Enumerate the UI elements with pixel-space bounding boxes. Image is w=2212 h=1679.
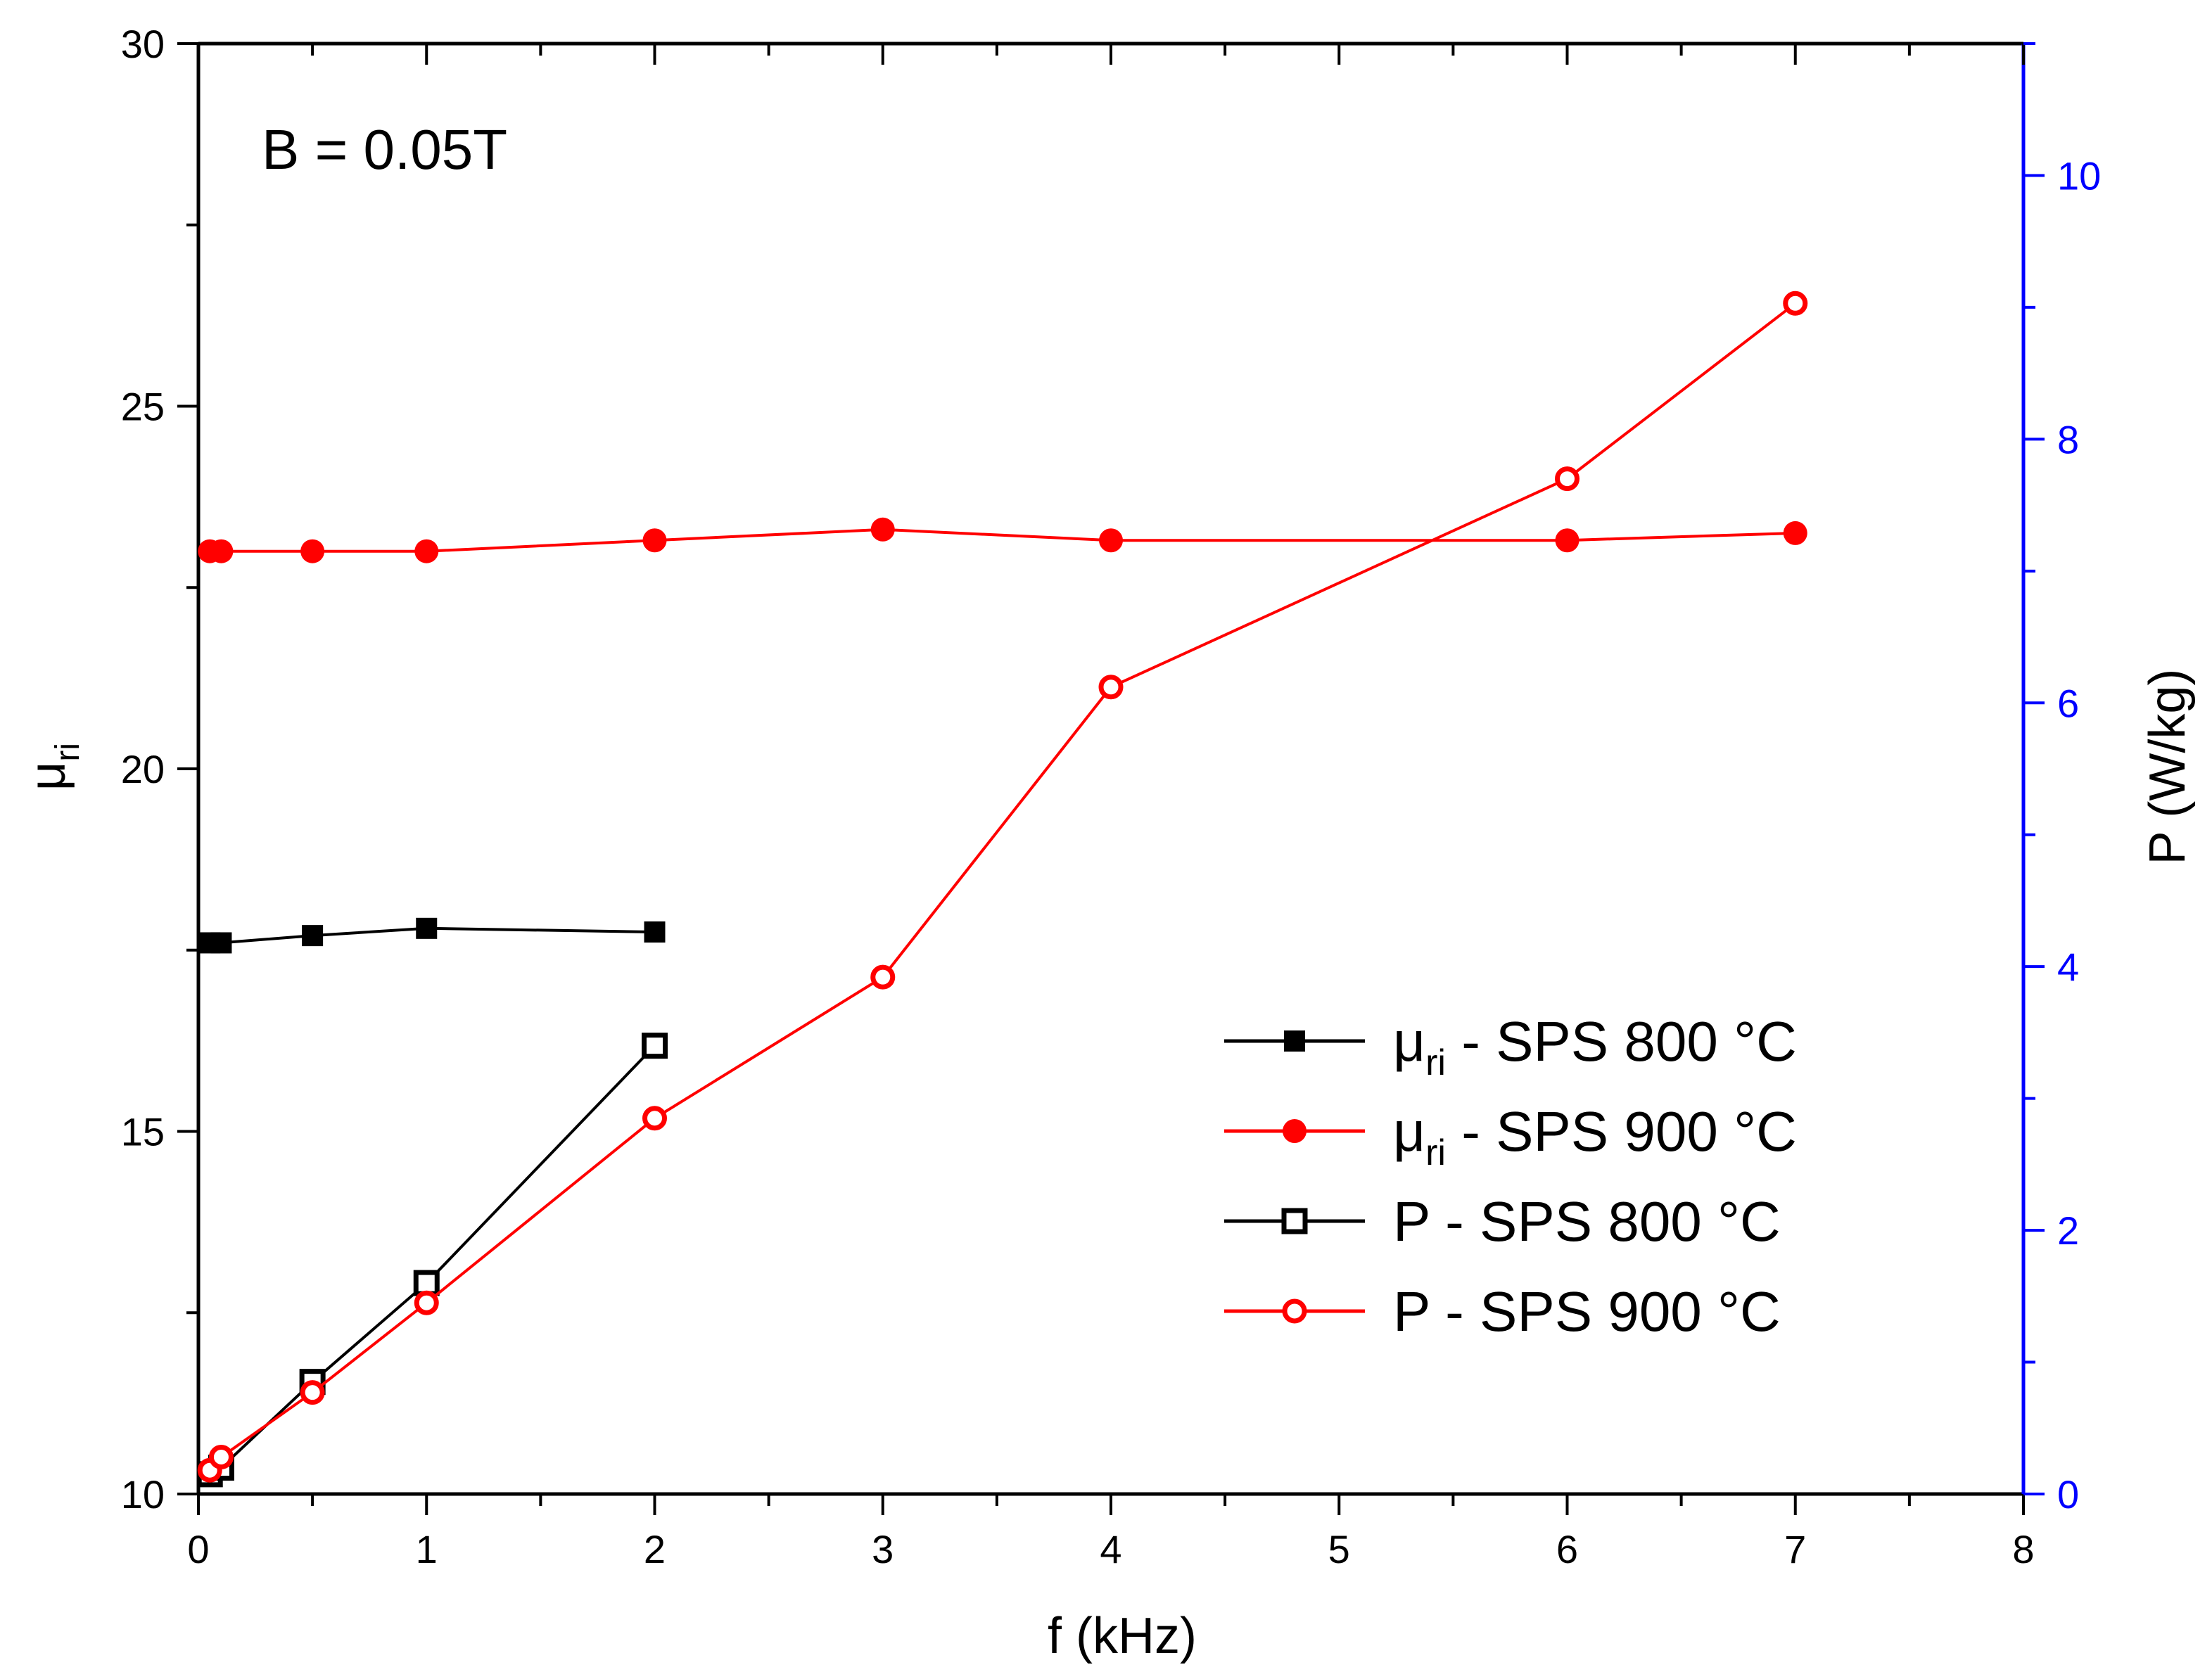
x-tick-label: 7: [1784, 1527, 1806, 1571]
legend-label-suffix: - SPS 900 °C: [1446, 1100, 1797, 1163]
legend-label: μri - SPS 900 °C: [1393, 1100, 1797, 1173]
data-point: [644, 921, 666, 943]
x-tick-label: 1: [416, 1527, 438, 1571]
y-left-tick-label: 15: [121, 1110, 165, 1154]
legend-label-prefix: P: [1393, 1280, 1430, 1343]
legend-marker: [1281, 1208, 1308, 1234]
data-point: [209, 539, 234, 563]
data-point: [300, 539, 325, 563]
series-line: [209, 1045, 656, 1476]
data-point: [1555, 528, 1579, 553]
legend-label: P - SPS 900 °C: [1393, 1280, 1781, 1343]
field-annotation: B = 0.05T: [262, 118, 507, 181]
x-tick-label: 3: [872, 1527, 894, 1571]
y-left-tick-label: 30: [121, 22, 165, 66]
legend-marker: [1282, 1298, 1307, 1324]
legend-marker: [1283, 1119, 1307, 1143]
y-right-tick-label: 0: [2057, 1472, 2079, 1517]
data-point: [642, 1033, 668, 1059]
data-point: [414, 1290, 439, 1315]
data-point: [210, 932, 232, 954]
series-0: [199, 917, 666, 954]
legend-label-prefix: μ: [1393, 1100, 1425, 1163]
y-left-tick-label: 20: [121, 747, 165, 791]
x-tick-label: 4: [1100, 1527, 1121, 1571]
y-right-tick-label: 10: [2057, 153, 2101, 198]
y-axis-left-title-main: μ: [20, 762, 76, 791]
x-tick-label: 2: [644, 1527, 666, 1571]
series-3: [197, 291, 1808, 1483]
data-point: [1555, 466, 1579, 492]
data-point: [1099, 528, 1123, 553]
data-point: [414, 539, 439, 563]
legend-label-suffix: - SPS 900 °C: [1430, 1280, 1781, 1343]
legend-label-sub: ri: [1425, 1132, 1446, 1173]
data-point: [208, 1445, 234, 1470]
data-point: [416, 917, 438, 939]
x-tick-label: 0: [187, 1527, 209, 1571]
y-right-tick-label: 2: [2057, 1208, 2079, 1253]
legend-label-sub: ri: [1425, 1042, 1446, 1083]
data-point: [642, 1106, 667, 1131]
y-axis-left-title: μri: [20, 743, 87, 791]
series-layer: [196, 291, 1808, 1488]
y-right-tick-label: 4: [2057, 945, 2079, 989]
legend-marker: [1284, 1030, 1305, 1052]
data-point: [302, 925, 324, 947]
data-point: [300, 1380, 325, 1405]
x-tick-label: 6: [1556, 1527, 1578, 1571]
data-point: [1783, 291, 1808, 316]
y-left-tick-label: 25: [121, 385, 165, 429]
data-point: [870, 517, 895, 542]
data-point: [642, 528, 667, 553]
legend-label-suffix: - SPS 800 °C: [1446, 1010, 1797, 1073]
y-axis-left-title-sub: ri: [49, 743, 87, 762]
legend-label-prefix: P: [1393, 1190, 1430, 1253]
data-point: [870, 964, 896, 990]
y-axis-right-title: P (W/kg): [2140, 669, 2196, 865]
y-left-tick-label: 10: [121, 1472, 165, 1517]
legend-label: μri - SPS 800 °C: [1393, 1010, 1797, 1083]
series-2: [196, 1033, 668, 1488]
data-point: [1783, 521, 1807, 545]
y-right-tick-label: 8: [2057, 417, 2079, 461]
legend-label-prefix: μ: [1393, 1010, 1425, 1073]
legend-label-suffix: - SPS 800 °C: [1430, 1190, 1781, 1253]
series-1: [198, 517, 1807, 563]
data-point: [413, 1270, 440, 1296]
x-tick-label: 8: [2012, 1527, 2034, 1571]
x-tick-label: 5: [1328, 1527, 1350, 1571]
legend-label: P - SPS 800 °C: [1393, 1190, 1781, 1253]
y-right-tick-label: 6: [2057, 681, 2079, 725]
x-axis-title: f (kHz): [1048, 1608, 1197, 1664]
data-point: [1098, 675, 1124, 700]
